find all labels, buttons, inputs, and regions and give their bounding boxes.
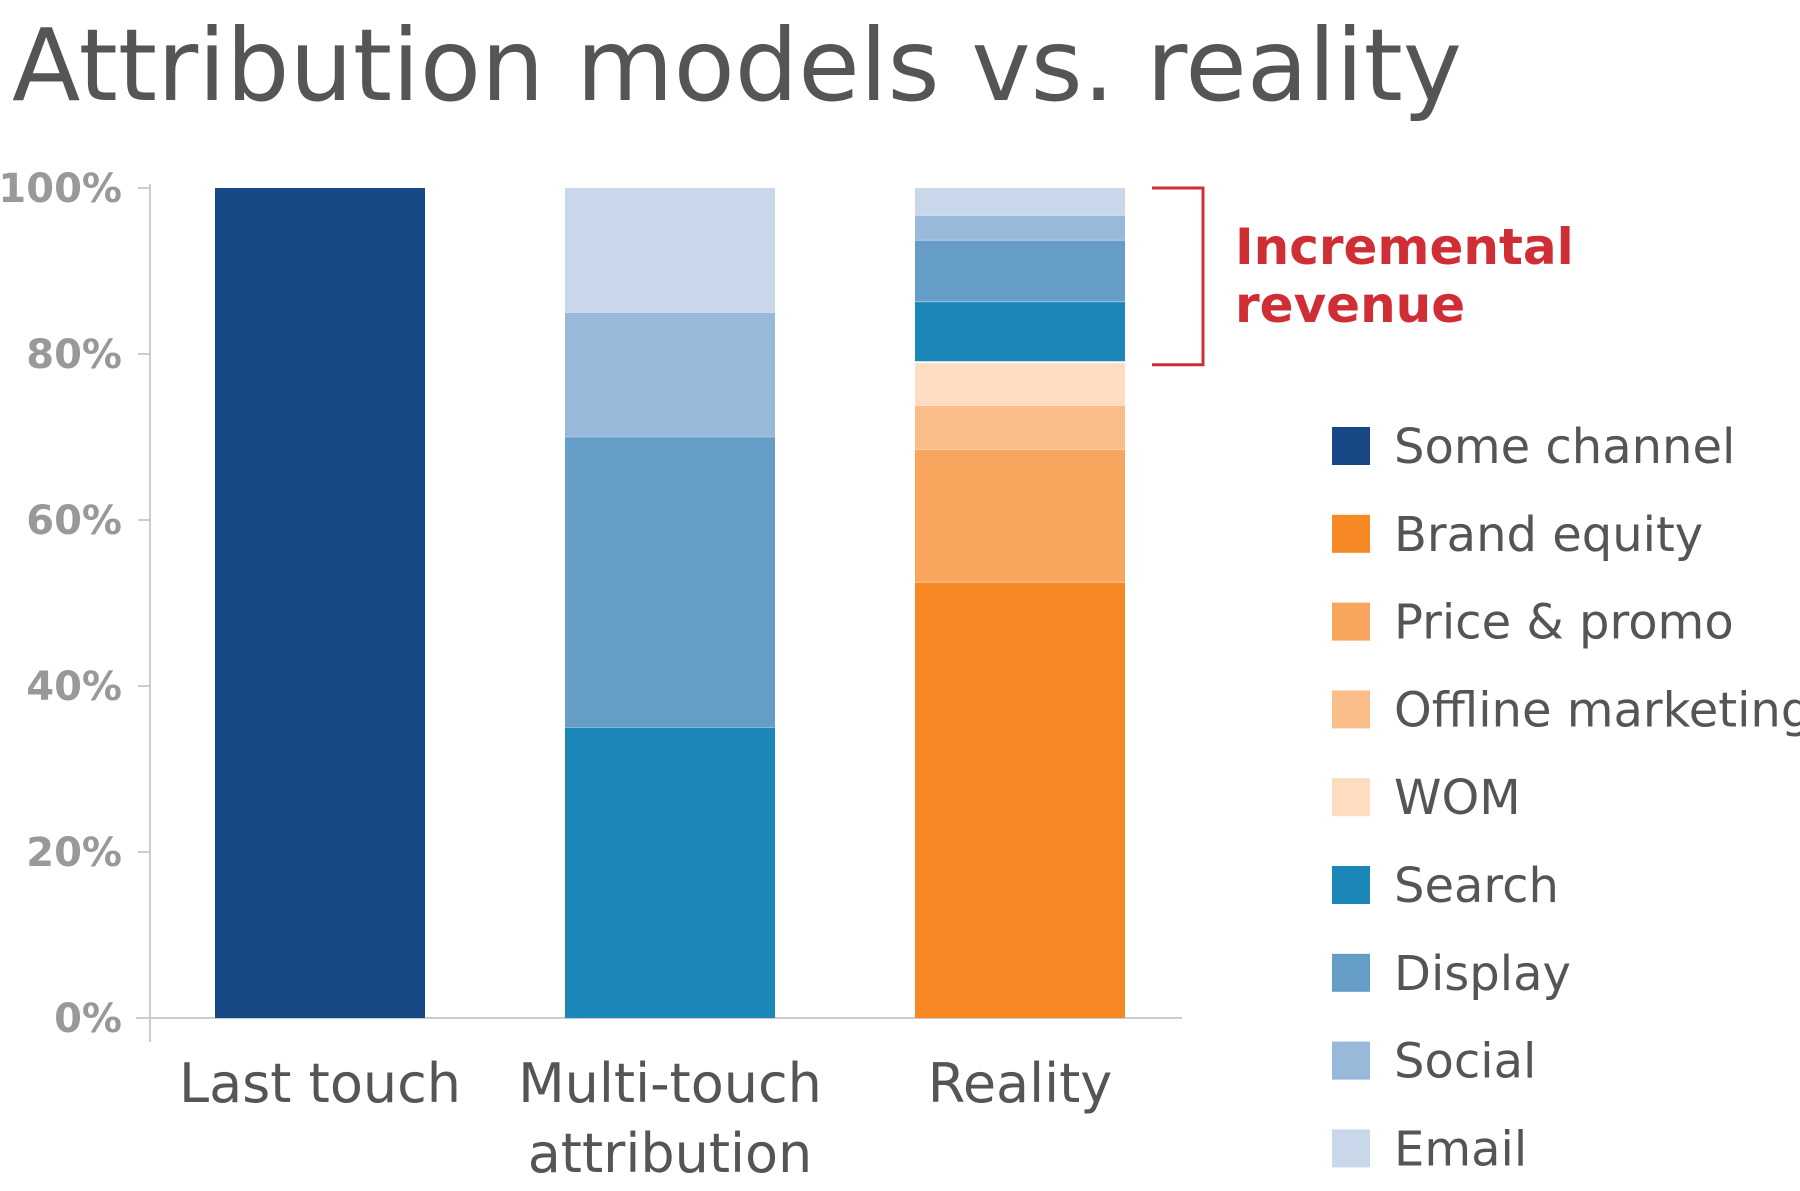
legend-label: Brand equity <box>1394 507 1703 563</box>
legend-item-price-promo: Price & promo <box>1332 595 1734 651</box>
legend-swatch <box>1332 953 1370 992</box>
bar-stack-reality <box>915 188 1125 1018</box>
x-category-label: Multi-touch <box>518 1052 822 1115</box>
y-tick-label: 40% <box>26 664 122 710</box>
y-tick-label: 20% <box>26 830 122 876</box>
bar-segment-social <box>565 312 775 437</box>
annotation-label: Incremental <box>1235 218 1574 276</box>
bar-segment-social <box>915 215 1125 241</box>
legend-swatch <box>1332 1041 1370 1080</box>
legend: Some channel Brand equity Price & promo Off… <box>1332 419 1800 1177</box>
legend-item-brand-equity: Brand equity <box>1332 507 1703 563</box>
legend-label: Offline marketing <box>1394 682 1800 738</box>
bar-segment-search <box>915 301 1125 363</box>
bar-segment-some-channel <box>215 188 425 1018</box>
y-tick-label: 0% <box>54 996 122 1042</box>
legend-label: Email <box>1394 1121 1527 1177</box>
bar-stack-multi-touch-attribution <box>565 188 775 1018</box>
legend-item-search: Search <box>1332 858 1559 914</box>
legend-item-email: Email <box>1332 1121 1527 1177</box>
legend-swatch <box>1332 514 1370 553</box>
legend-item-social: Social <box>1332 1034 1536 1090</box>
bar-segment-display <box>565 437 775 728</box>
x-axis-labels: Last touch Multi-touch attribution Reality <box>179 1052 1112 1185</box>
legend-label: Search <box>1394 858 1559 914</box>
bar-segment-search <box>565 727 775 1018</box>
legend-swatch <box>1332 1129 1370 1168</box>
y-tick-label: 60% <box>26 498 122 544</box>
bar-segment-display <box>915 240 1125 302</box>
chart-title: Attribution models vs. reality <box>12 7 1462 124</box>
bars <box>215 188 1125 1018</box>
x-category-label: attribution <box>528 1122 813 1185</box>
x-category-label: Reality <box>928 1052 1113 1115</box>
legend-swatch <box>1332 427 1370 465</box>
y-tick-label: 80% <box>26 332 122 378</box>
legend-swatch <box>1332 690 1370 729</box>
legend-label: Price & promo <box>1394 595 1734 651</box>
legend-label: Some channel <box>1394 419 1735 475</box>
legend-swatch <box>1332 778 1370 817</box>
bar-segment-email <box>565 188 775 313</box>
legend-swatch <box>1332 602 1370 641</box>
legend-label: Social <box>1394 1034 1536 1090</box>
annotation-bracket <box>1152 186 1205 367</box>
annotation-label: revenue <box>1235 276 1465 334</box>
axes: 0% 20% 40% 60% 80% 100% <box>0 166 1182 1042</box>
bar-stack-last-touch <box>215 188 425 1018</box>
bar-segment-offline-marketing <box>915 405 1125 450</box>
bar-segment-brand-equity <box>915 582 1125 1018</box>
legend-swatch <box>1332 866 1370 904</box>
legend-item-display: Display <box>1332 946 1571 1002</box>
x-category-label: Last touch <box>179 1052 461 1115</box>
legend-item-wom: WOM <box>1332 770 1521 826</box>
legend-label: WOM <box>1394 770 1521 826</box>
legend-label: Display <box>1394 946 1571 1002</box>
bar-segment-wom <box>915 362 1125 406</box>
bar-segment-email <box>915 188 1125 216</box>
legend-item-offline-marketing: Offline marketing <box>1332 682 1800 738</box>
y-tick-label: 100% <box>0 166 122 212</box>
bar-segment-price-promo <box>915 449 1125 583</box>
legend-item-some-channel: Some channel <box>1332 419 1735 475</box>
